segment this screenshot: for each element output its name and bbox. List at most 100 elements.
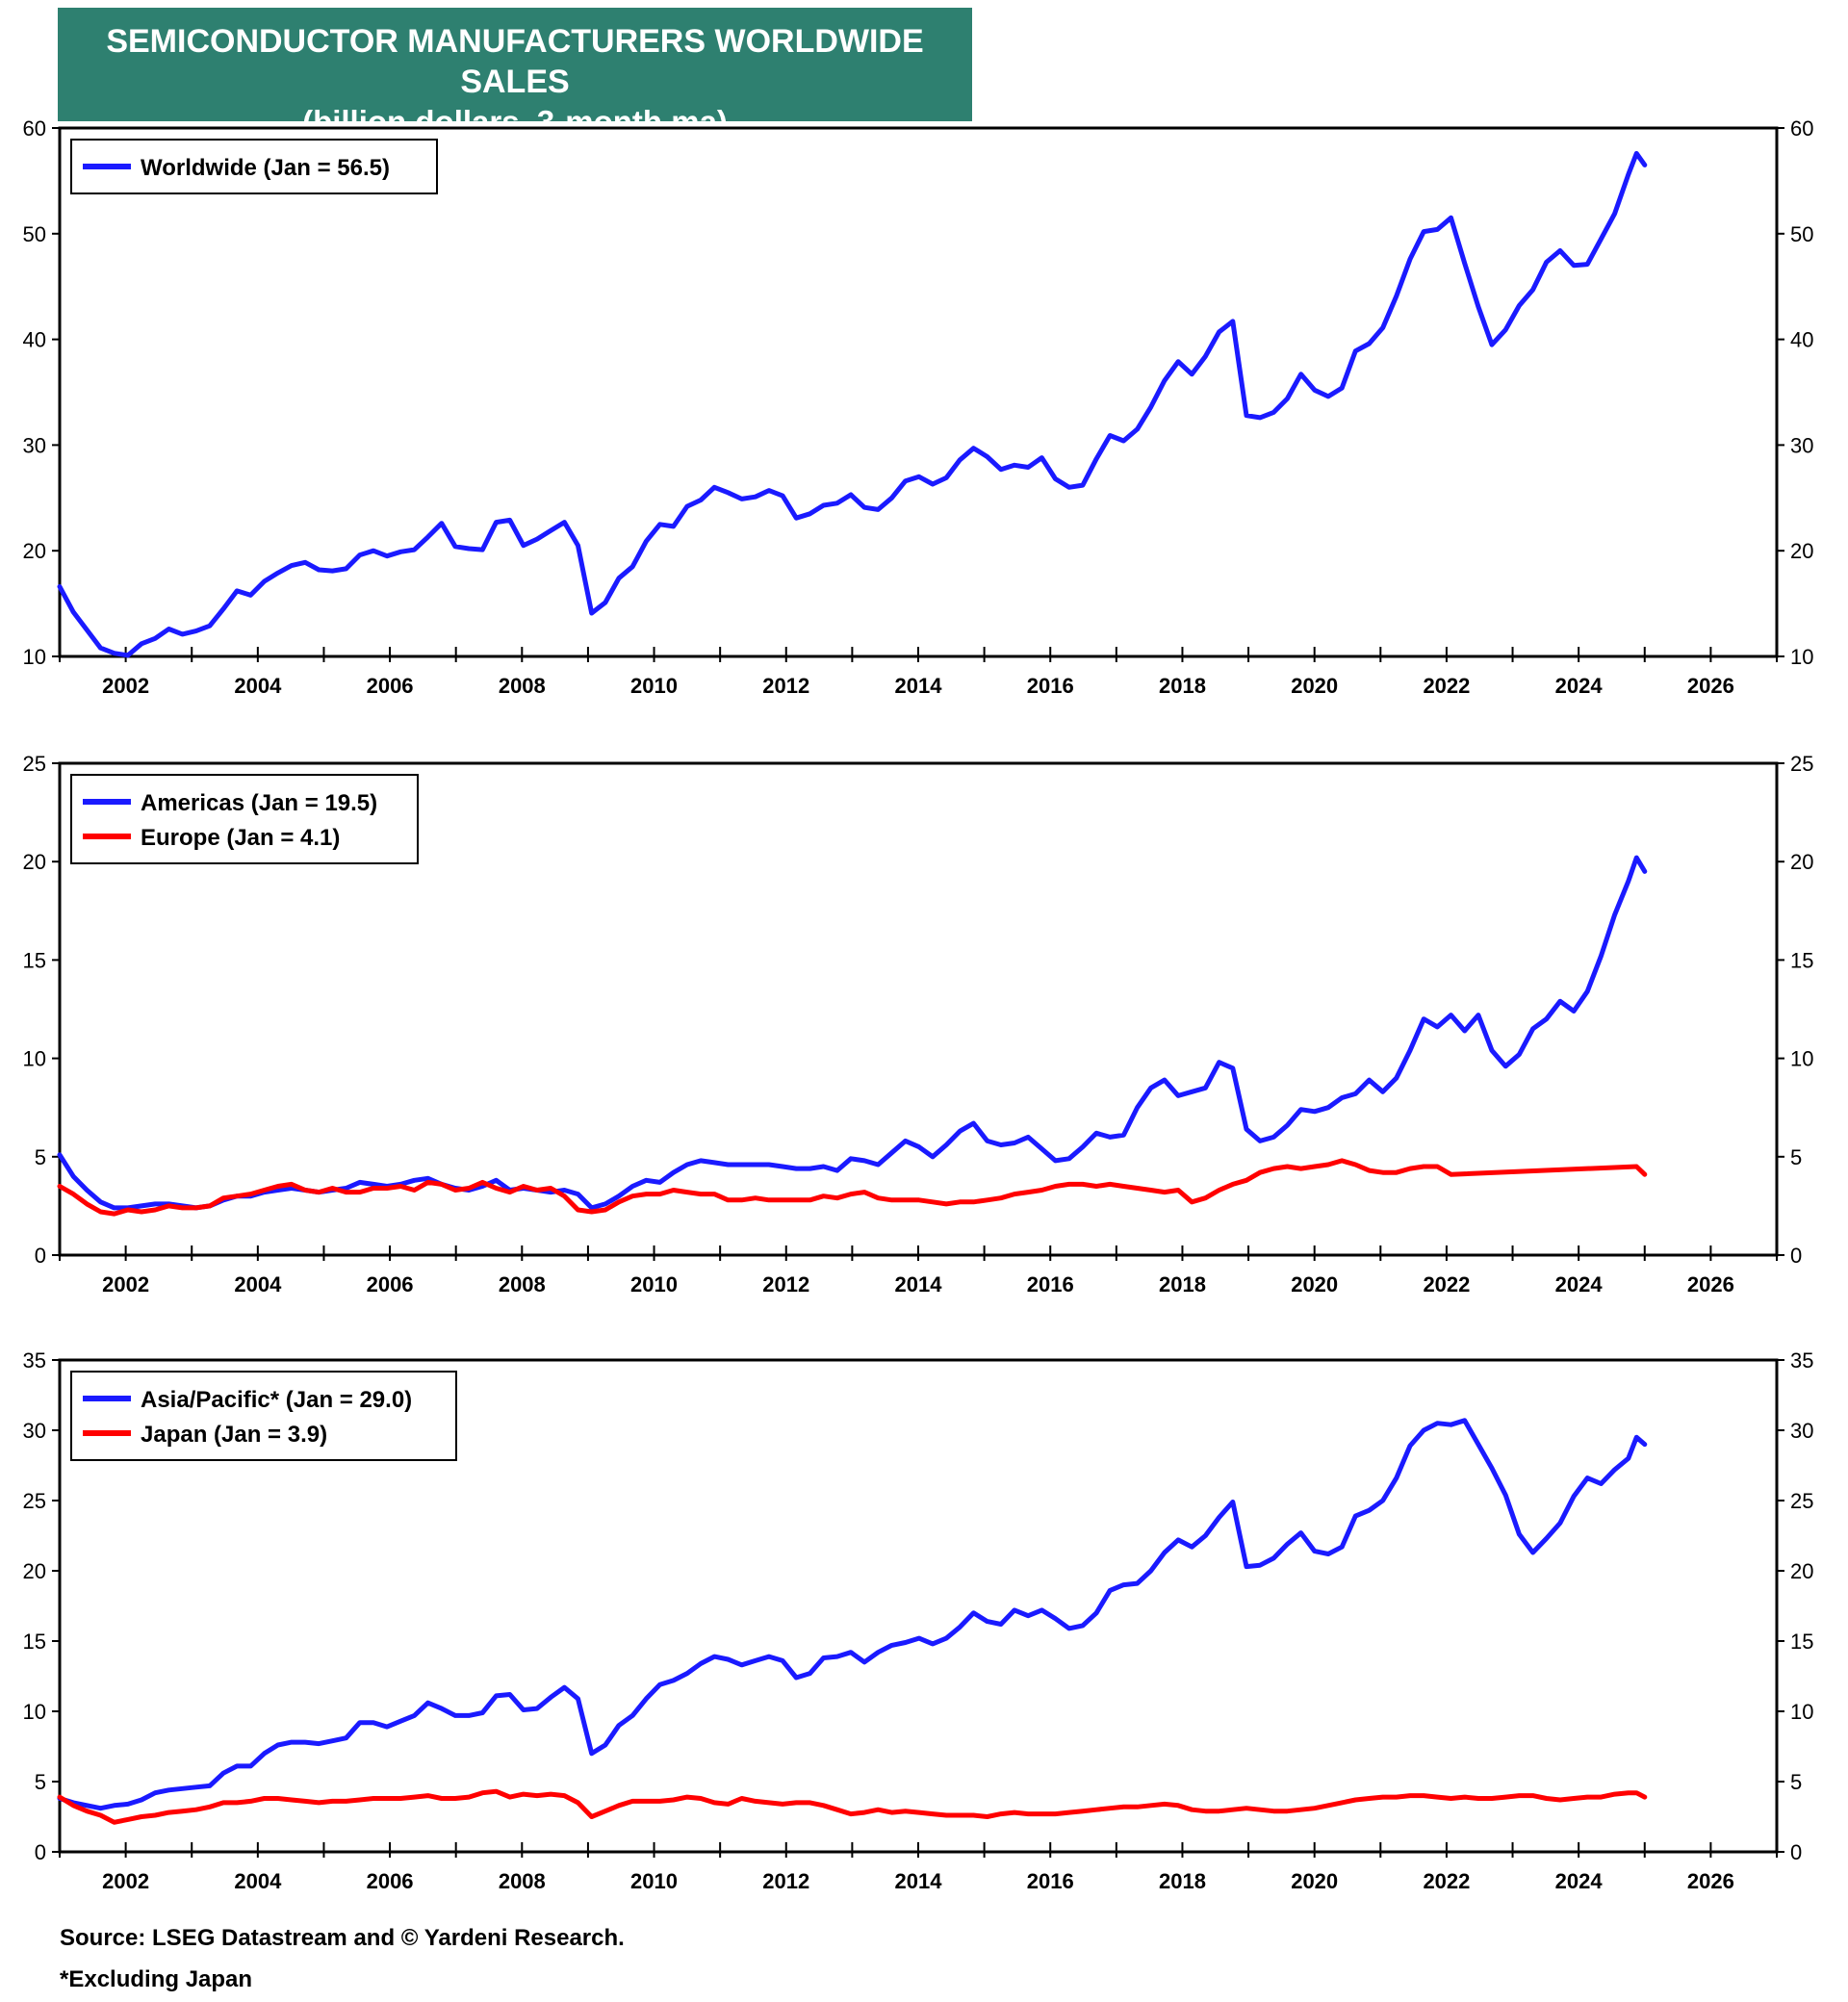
chart-title-banner: SEMICONDUCTOR MANUFACTURERS WORLDWIDE SA… (58, 8, 972, 140)
y-tick-label-right: 35 (1790, 1348, 1813, 1373)
legend-label: Asia/Pacific* (Jan = 29.0) (141, 1387, 412, 1413)
y-tick-label-right: 30 (1790, 1419, 1813, 1443)
x-tick-label: 2024 (1555, 674, 1604, 698)
y-tick-label-left: 10 (23, 1700, 46, 1724)
y-tick-label-right: 5 (1790, 1770, 1802, 1794)
series-line-0 (57, 855, 1648, 1211)
y-tick-label-right: 5 (1790, 1145, 1802, 1169)
y-tick-label-left: 10 (23, 1047, 46, 1071)
x-tick-label: 2006 (367, 1272, 414, 1296)
x-tick-label: 2018 (1159, 1272, 1206, 1296)
legend-label: Japan (Jan = 3.9) (141, 1422, 327, 1448)
legend-box (70, 139, 438, 194)
y-tick-label-left: 20 (23, 1559, 46, 1583)
source-note: Source: LSEG Datastream and © Yardeni Re… (60, 1925, 625, 1951)
x-tick-label: 2008 (499, 1272, 546, 1296)
y-tick-label-left: 40 (23, 328, 46, 352)
x-tick-label: 2016 (1027, 674, 1074, 698)
y-tick-label-left: 50 (23, 222, 46, 246)
y-tick-label-right: 25 (1790, 1489, 1813, 1513)
y-tick-label-right: 50 (1790, 222, 1813, 246)
legend-label: Worldwide (Jan = 56.5) (141, 155, 390, 181)
x-tick-label: 2008 (499, 1869, 546, 1893)
x-tick-label: 2006 (367, 1869, 414, 1893)
y-tick-label-right: 0 (1790, 1244, 1802, 1268)
x-tick-label: 2020 (1291, 1869, 1338, 1893)
y-tick-label-right: 15 (1790, 948, 1813, 972)
y-tick-label-left: 0 (35, 1244, 46, 1268)
x-tick-label: 2022 (1423, 1869, 1470, 1893)
x-tick-label: 2024 (1555, 1869, 1604, 1893)
x-tick-label: 2026 (1687, 1869, 1734, 1893)
y-tick-label-left: 60 (23, 116, 46, 141)
y-tick-label-right: 20 (1790, 850, 1813, 874)
y-tick-label-right: 30 (1790, 433, 1813, 457)
legend-label: Americas (Jan = 19.5) (141, 790, 377, 816)
y-tick-label-right: 10 (1790, 1700, 1813, 1724)
x-tick-label: 2018 (1159, 1869, 1206, 1893)
legend-label: Europe (Jan = 4.1) (141, 825, 340, 851)
y-tick-label-left: 25 (23, 752, 46, 776)
y-tick-label-right: 20 (1790, 1559, 1813, 1583)
x-tick-label: 2012 (762, 1869, 809, 1893)
y-tick-label-right: 25 (1790, 752, 1813, 776)
x-tick-label: 2004 (234, 1272, 282, 1296)
y-tick-label-left: 20 (23, 539, 46, 563)
x-tick-label: 2002 (102, 674, 149, 698)
legend-box (70, 1371, 457, 1461)
x-tick-label: 2024 (1555, 1272, 1604, 1296)
y-tick-label-right: 10 (1790, 645, 1813, 669)
x-tick-label: 2008 (499, 674, 546, 698)
y-tick-label-left: 30 (23, 1419, 46, 1443)
legend-box (70, 774, 419, 864)
x-tick-label: 2018 (1159, 674, 1206, 698)
y-tick-label-left: 25 (23, 1489, 46, 1513)
chart-title: SEMICONDUCTOR MANUFACTURERS WORLDWIDE SA… (106, 23, 924, 100)
y-tick-label-left: 30 (23, 433, 46, 457)
x-tick-label: 2022 (1423, 674, 1470, 698)
x-tick-label: 2014 (895, 1869, 943, 1893)
x-tick-label: 2026 (1687, 1272, 1734, 1296)
y-tick-label-left: 10 (23, 645, 46, 669)
series-line-0 (57, 150, 1648, 658)
y-tick-label-right: 20 (1790, 539, 1813, 563)
x-tick-label: 2002 (102, 1869, 149, 1893)
x-tick-label: 2020 (1291, 1272, 1338, 1296)
y-tick-label-left: 15 (23, 948, 46, 972)
chart-subtitle: (billion dollars, 3-month ma) (302, 104, 728, 140)
x-tick-label: 2006 (367, 674, 414, 698)
x-tick-label: 2020 (1291, 674, 1338, 698)
x-tick-label: 2010 (630, 1869, 678, 1893)
y-tick-label-left: 0 (35, 1840, 46, 1864)
y-tick-label-right: 15 (1790, 1630, 1813, 1654)
y-tick-label-right: 0 (1790, 1840, 1802, 1864)
x-tick-label: 2022 (1423, 1272, 1470, 1296)
series-line-1 (57, 1788, 1648, 1825)
y-tick-label-right: 60 (1790, 116, 1813, 141)
series-line-1 (57, 1158, 1648, 1217)
plot-frame (58, 126, 1779, 658)
x-tick-label: 2012 (762, 1272, 809, 1296)
x-tick-label: 2002 (102, 1272, 149, 1296)
x-tick-label: 2016 (1027, 1272, 1074, 1296)
x-tick-label: 2016 (1027, 1869, 1074, 1893)
x-tick-label: 2014 (895, 674, 943, 698)
x-tick-label: 2010 (630, 1272, 678, 1296)
y-tick-label-right: 40 (1790, 328, 1813, 352)
x-tick-label: 2004 (234, 1869, 282, 1893)
y-tick-label-left: 5 (35, 1770, 46, 1794)
x-tick-label: 2014 (895, 1272, 943, 1296)
series-line-0 (57, 1418, 1648, 1811)
y-tick-label-right: 10 (1790, 1047, 1813, 1071)
x-tick-label: 2010 (630, 674, 678, 698)
x-tick-label: 2004 (234, 674, 282, 698)
x-tick-label: 2012 (762, 674, 809, 698)
y-tick-label-left: 35 (23, 1348, 46, 1373)
footnote: *Excluding Japan (60, 1966, 253, 1992)
y-tick-label-left: 15 (23, 1630, 46, 1654)
x-tick-label: 2026 (1687, 674, 1734, 698)
y-tick-label-left: 20 (23, 850, 46, 874)
